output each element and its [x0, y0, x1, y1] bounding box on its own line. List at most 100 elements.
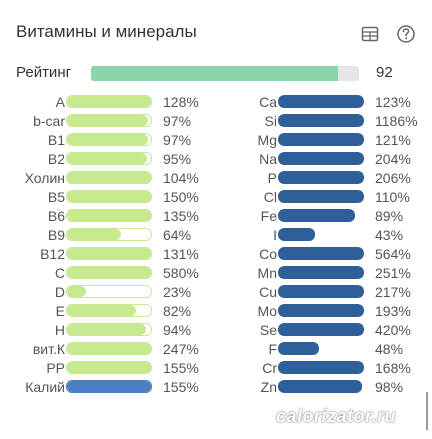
nutrient-value: 123%: [375, 94, 411, 110]
vitamin-row: B1 97%: [0, 131, 215, 150]
nutrient-label: Mo: [257, 303, 277, 319]
vitamin-row: PP 155%: [0, 359, 215, 378]
vitamin-row: B5 150%: [0, 188, 215, 207]
mineral-row: Co 564%: [215, 245, 432, 264]
vitamin-row: D 23%: [0, 283, 215, 302]
nutrient-label: P: [267, 170, 277, 186]
nutrient-bar: [66, 323, 152, 336]
scroll-divider: [426, 392, 428, 430]
nutrient-label: Mn: [257, 265, 277, 281]
mineral-row: Cu 217%: [215, 283, 432, 302]
nutrient-label: Fe: [260, 208, 277, 224]
minerals-column: Ca 123% Si 1186% Mg 121% Na 204% P 206% Cl 110% Fe 89…: [215, 93, 432, 397]
mineral-row: Zn 98%: [215, 378, 432, 397]
nutrient-bar: [278, 190, 364, 203]
nutrient-label: Mg: [257, 132, 277, 148]
nutrient-bar-fill: [278, 361, 364, 374]
nutrient-value: 247%: [163, 341, 199, 357]
nutrient-value: 155%: [163, 360, 199, 376]
vitamin-row: B6 135%: [0, 207, 215, 226]
mineral-row: Si 1186%: [215, 112, 432, 131]
mineral-row: Mg 121%: [215, 131, 432, 150]
nutrient-value: 98%: [375, 379, 404, 395]
nutrient-label: E: [55, 303, 65, 319]
rating-row: Рейтинг 92: [16, 64, 416, 84]
nutrient-bar: [66, 247, 152, 260]
table-icon[interactable]: [360, 24, 380, 44]
nutrient-label: Cu: [259, 284, 277, 300]
nutrient-bar: [66, 95, 152, 108]
nutrient-bar-fill: [67, 115, 149, 126]
nutrient-label: Zn: [260, 379, 277, 395]
nutrient-bar-fill: [278, 133, 364, 146]
mineral-row: Mn 251%: [215, 264, 432, 283]
mineral-row: I 43%: [215, 226, 432, 245]
nutrient-bar-fill: [278, 152, 364, 165]
nutrient-bar-fill: [278, 285, 364, 298]
nutrient-bar-fill: [67, 362, 151, 373]
nutrient-value: 95%: [163, 151, 192, 167]
nutrient-value: 217%: [375, 284, 411, 300]
nutrient-bar-fill: [278, 95, 364, 108]
nutrient-bar: [66, 152, 152, 165]
vitamin-row: A 128%: [0, 93, 215, 112]
nutrient-label: C: [54, 265, 65, 281]
nutrient-value: 97%: [163, 113, 192, 129]
nutrient-label: вит.К: [32, 341, 65, 357]
nutrient-label: F: [268, 341, 277, 357]
nutrient-label: A: [55, 94, 65, 110]
nutrient-bar: [66, 171, 152, 184]
help-circle-icon[interactable]: [396, 24, 416, 44]
nutrient-bar-fill: [278, 209, 355, 222]
vitamin-row: C 580%: [0, 264, 215, 283]
watermark: calorizator.ru: [270, 400, 418, 432]
nutrient-bar-fill: [67, 267, 151, 278]
nutrient-bar: [66, 190, 152, 203]
vitamin-row: B12 131%: [0, 245, 215, 264]
nutrient-bar-fill: [67, 305, 136, 316]
rating-bar: [91, 66, 359, 81]
nutrient-value: 135%: [163, 208, 199, 224]
mineral-row: Cr 168%: [215, 359, 432, 378]
nutrient-value: 1186%: [375, 113, 418, 129]
nutrient-bar: [278, 304, 364, 317]
nutrient-bar: [66, 114, 152, 127]
mineral-row: P 206%: [215, 169, 432, 188]
nutrient-bar: [66, 228, 152, 241]
nutrient-value: 94%: [163, 322, 192, 338]
nutrient-bar-fill: [67, 153, 147, 164]
nutrient-label: B5: [47, 189, 65, 205]
nutrient-bar-fill: [278, 247, 364, 260]
nutrient-bar-fill: [67, 229, 121, 240]
nutrient-bar: [66, 380, 152, 393]
nutrient-value: 168%: [375, 360, 411, 376]
nutrient-label: B12: [40, 246, 65, 262]
rating-bar-fill: [91, 66, 338, 81]
nutrient-value: 110%: [375, 189, 410, 205]
nutrient-bar-fill: [67, 210, 151, 221]
rating-label: Рейтинг: [16, 64, 72, 81]
nutrient-bar: [278, 247, 364, 260]
nutrient-bar: [278, 95, 364, 108]
nutrient-bar-fill: [67, 248, 151, 259]
nutrient-bar: [278, 361, 364, 374]
nutrient-value: 251%: [375, 265, 411, 281]
nutrient-label: Cl: [263, 189, 277, 205]
mineral-row: Se 420%: [215, 321, 432, 340]
nutrient-bar: [278, 228, 364, 241]
nutrient-label: H: [54, 322, 65, 338]
nutrient-value: 564%: [375, 246, 411, 262]
nutrient-value: 48%: [375, 341, 404, 357]
nutrient-value: 97%: [163, 132, 192, 148]
nutrient-bar: [66, 361, 152, 374]
nutrient-label: I: [273, 227, 277, 243]
nutrient-label: B9: [47, 227, 65, 243]
nutrient-bar-fill: [278, 171, 364, 184]
vitamins-column: A 128% b-car 97% B1 97% B2 95% Холин 104% B5 150% B6…: [0, 93, 215, 397]
nutrient-label: Co: [259, 246, 277, 262]
section-title: Витамины и минералы: [16, 22, 197, 41]
nutrient-bar: [278, 114, 364, 127]
nutrient-bar: [278, 285, 364, 298]
mineral-row: Ca 123%: [215, 93, 432, 112]
nutrient-bar-fill: [67, 324, 146, 335]
